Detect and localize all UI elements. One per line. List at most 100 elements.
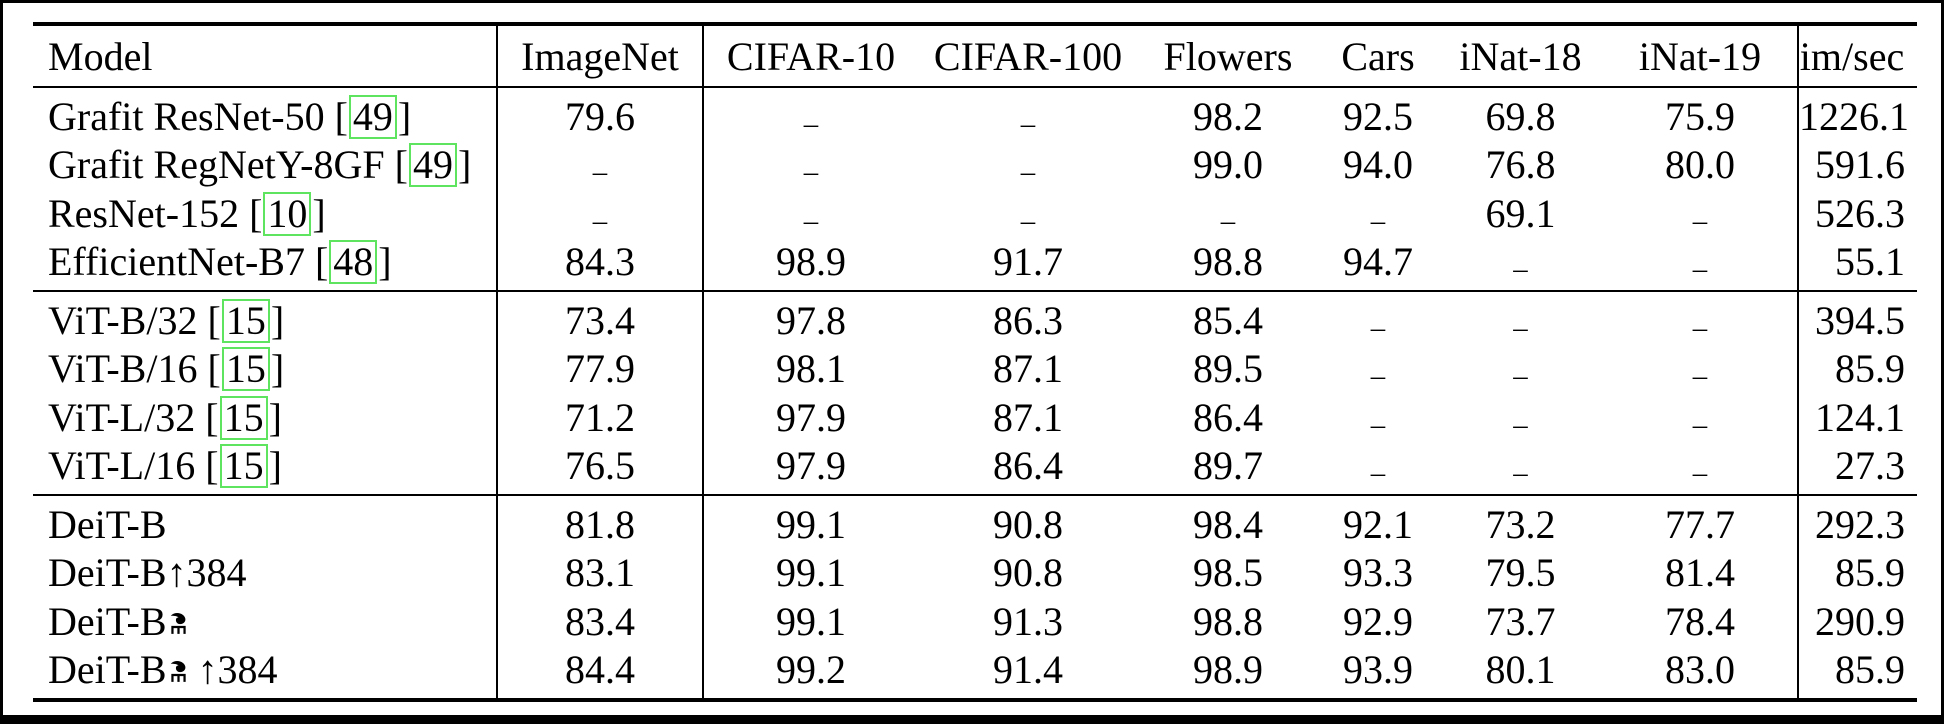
inat19-value-cell: – (1603, 291, 1799, 344)
column-header-model: Model (33, 24, 498, 87)
inat19-value-cell: 80.0 (1603, 140, 1799, 189)
missing-value-dash: – (803, 156, 819, 189)
missing-value-dash: – (1513, 457, 1528, 490)
imagenet-value-cell: 79.6 (497, 87, 704, 140)
missing-value-dash: – (1370, 205, 1386, 238)
cars-value-cell: – (1318, 189, 1438, 238)
citation-link[interactable]: 15 (219, 396, 268, 440)
imagenet-value-cell: 76.5 (497, 442, 704, 495)
missing-value-dash: – (1020, 156, 1036, 189)
model-suffix: ↑384 (187, 647, 278, 692)
model-name-cell: ViT-B/16 [15] (33, 344, 498, 393)
missing-value-dash: – (592, 205, 608, 238)
imagenet-value-cell: 81.8 (497, 495, 704, 548)
cifar100-value-cell: 90.8 (993, 502, 1063, 547)
imagenet-value-cell: – (497, 140, 704, 189)
model-name: ResNet-152 (48, 191, 240, 236)
citation-link[interactable]: 49 (408, 143, 457, 187)
model-name-cell: ViT-L/16 [15] (33, 442, 498, 495)
flowers-value-cell: 86.4 (1193, 395, 1263, 440)
column-header-imsec: im/sec (1799, 33, 1905, 79)
inat18-value-cell: 73.2 (1485, 502, 1556, 547)
imsec-value-cell: 1226.1 (1799, 94, 1909, 139)
imagenet-value-cell: 83.4 (497, 597, 704, 646)
cifar100-value-cell: 91.7 (993, 239, 1063, 284)
cars-value-cell: 92.1 (1343, 502, 1413, 547)
model-name: ViT-L/16 (48, 443, 196, 488)
inat18-value-cell: 69.1 (1485, 191, 1556, 236)
citation-link[interactable]: 48 (329, 240, 378, 284)
cars-value-cell: 94.7 (1343, 239, 1413, 284)
cifar100-value-cell: 90.8 (993, 550, 1063, 595)
cifar10-value-cell: 97.8 (776, 298, 846, 343)
cifar100-value-cell: 86.4 (993, 443, 1063, 488)
imsec-value-cell: 290.9 (1815, 599, 1905, 644)
model-name: Grafit RegNetY-8GF (48, 142, 385, 187)
table-row: DeiT-B↑384 83.1 99.1 90.8 98.5 93.3 79.5 81.4 85… (33, 548, 1917, 597)
table-row: EfficientNet-B7 [48] 84.3 98.9 91.7 98.8 94.7… (33, 238, 1917, 291)
missing-value-dash: – (1370, 409, 1386, 442)
cars-value-cell: – (1318, 442, 1438, 495)
column-header-flowers: Flowers (1163, 33, 1293, 79)
inat18-value-cell: 80.1 (1485, 647, 1556, 692)
model-name-cell: ResNet-152 [10] (33, 189, 498, 238)
missing-value-dash: – (803, 205, 819, 238)
citation-link[interactable]: 15 (221, 299, 270, 343)
inat19-value-cell: 77.7 (1603, 495, 1799, 548)
inat19-value-cell: – (1603, 189, 1799, 238)
column-header-imagenet: ImageNet (497, 24, 704, 87)
cifar100-value-cell: – (918, 87, 1138, 140)
model-name: DeiT-B (48, 599, 167, 644)
alembic-icon (170, 613, 186, 634)
cifar10-value-cell: – (703, 140, 918, 189)
imsec-value-cell: 292.3 (1815, 502, 1905, 547)
cifar10-value-cell: – (703, 189, 918, 238)
missing-value-dash: – (1370, 360, 1386, 393)
citation-link[interactable]: 10 (263, 192, 312, 236)
citation-link[interactable]: 49 (348, 95, 397, 139)
flowers-value-cell: 89.7 (1193, 443, 1263, 488)
inat19-value-cell: 81.4 (1603, 548, 1799, 597)
flowers-value-cell: 89.5 (1193, 346, 1263, 391)
flowers-value-cell: 98.5 (1193, 550, 1263, 595)
inat18-value-cell: – (1438, 238, 1603, 291)
imagenet-value-cell: 77.9 (497, 344, 704, 393)
header-row: Model ImageNet CIFAR-10 CIFAR-100 Flowers Car… (33, 24, 1917, 87)
missing-value-dash: – (1370, 457, 1386, 490)
model-suffix: ↑384 (166, 550, 247, 595)
cifar100-value-cell: 87.1 (993, 346, 1063, 391)
missing-value-dash: – (1692, 205, 1708, 238)
model-name: DeiT-B (48, 502, 167, 547)
cifar100-value-cell: – (918, 140, 1138, 189)
cifar10-value-cell: 97.9 (776, 443, 846, 488)
cars-value-cell: – (1318, 344, 1438, 393)
inat18-value-cell: – (1438, 291, 1603, 344)
table-row: Grafit RegNetY-8GF [49] – – – 99.0 94.0 76.8 80… (33, 140, 1917, 189)
cars-value-cell: 93.3 (1343, 550, 1413, 595)
model-name: Grafit ResNet-50 (48, 94, 325, 139)
flowers-value-cell: 98.8 (1193, 599, 1263, 644)
imagenet-value-cell: 84.3 (497, 238, 704, 291)
imsec-value-cell: 27.3 (1835, 443, 1905, 488)
missing-value-dash: – (1692, 360, 1708, 393)
model-name-cell: Grafit ResNet-50 [49] (33, 87, 498, 140)
cifar10-value-cell: 97.9 (776, 395, 846, 440)
missing-value-dash: – (1692, 409, 1708, 442)
imagenet-value-cell: 73.4 (497, 291, 704, 344)
inat19-value-cell: 75.9 (1603, 87, 1799, 140)
flowers-value-cell: 98.8 (1193, 239, 1263, 284)
row-group-deit: DeiT-B 81.8 99.1 90.8 98.4 92.1 73.2 77.7 292.3 D… (33, 495, 1917, 700)
flowers-value-cell: 98.9 (1193, 647, 1263, 692)
inat18-value-cell: 69.8 (1485, 94, 1556, 139)
missing-value-dash: – (1692, 253, 1708, 286)
citation-link[interactable]: 15 (219, 444, 268, 488)
model-name-cell: Grafit RegNetY-8GF [49] (33, 140, 498, 189)
citation-link[interactable]: 15 (221, 347, 270, 391)
column-header-cifar10: CIFAR-10 (726, 33, 896, 79)
cars-value-cell: 92.9 (1343, 599, 1413, 644)
cifar10-value-cell: 99.1 (776, 502, 846, 547)
model-name: DeiT-B (48, 647, 167, 692)
model-name: ViT-B/32 (48, 298, 198, 343)
cifar10-value-cell: 99.1 (776, 550, 846, 595)
cifar10-value-cell: – (703, 87, 918, 140)
